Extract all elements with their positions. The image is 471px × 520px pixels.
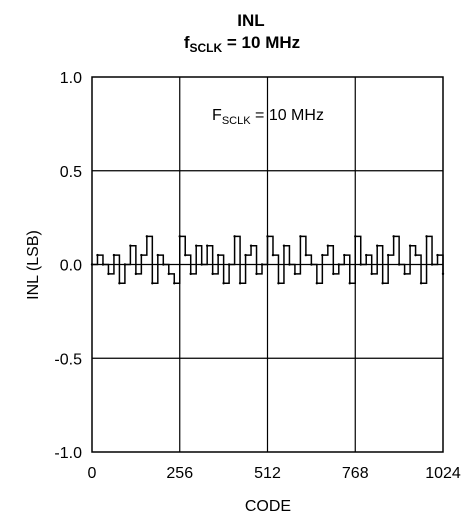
- x-tick-label: 1024: [425, 465, 461, 482]
- inl-data-point: [173, 282, 176, 285]
- inl-data-point: [200, 263, 203, 266]
- annotation-label: FSCLK = 10 MHz: [212, 107, 324, 127]
- inl-data-point: [151, 282, 154, 285]
- inl-data-point: [244, 253, 247, 257]
- inl-data-point: [255, 272, 258, 276]
- inl-data-point: [310, 263, 313, 266]
- annotation-rest: = 10 MHz: [251, 107, 324, 124]
- inl-data-point: [266, 235, 269, 238]
- inl-data-point: [354, 235, 357, 238]
- inl-data-point: [408, 244, 412, 247]
- inl-data-point: [216, 253, 220, 257]
- inl-data-point: [260, 263, 264, 266]
- inl-data-point: [162, 263, 165, 266]
- inl-data-point: [430, 263, 434, 266]
- inl-data-point: [249, 244, 253, 247]
- subtitle-var: f: [184, 33, 190, 52]
- inl-data-point: [222, 282, 225, 285]
- inl-data-point: [370, 272, 373, 276]
- inl-data-point: [140, 253, 143, 257]
- inl-data-point: [211, 272, 214, 276]
- inl-data-point: [337, 263, 340, 266]
- inl-data-point: [397, 263, 401, 266]
- inl-data-point: [326, 244, 330, 247]
- annotation-var: F: [212, 107, 222, 124]
- subtitle-rest: = 10 MHz: [222, 33, 300, 52]
- inl-data-point: [343, 253, 346, 257]
- y-axis-label: INL (LSB): [25, 230, 42, 300]
- inl-data-point: [365, 253, 368, 257]
- inl-data-point: [134, 272, 138, 276]
- grid-lines: [92, 77, 443, 452]
- inl-data-point: [189, 272, 192, 276]
- inl-data-point: [348, 282, 351, 285]
- inl-data-point: [315, 282, 319, 285]
- y-tick-label: 0.0: [60, 258, 82, 275]
- x-tick-label: 0: [88, 465, 97, 482]
- inl-data-point: [227, 263, 231, 266]
- chart-title: INL: [237, 11, 264, 30]
- inl-data-point: [112, 253, 116, 257]
- inl-data-point: [375, 244, 379, 247]
- y-tick-label: 0.5: [60, 164, 82, 181]
- annotation-sub: SCLK: [222, 115, 251, 127]
- inl-data-point: [238, 282, 242, 285]
- inl-data-point: [288, 263, 291, 266]
- x-tick-label: 256: [166, 465, 193, 482]
- y-tick-labels: 1.0 0.5 0.0 -0.5 -1.0: [54, 70, 82, 462]
- x-tick-label: 512: [254, 465, 281, 482]
- inl-data-point: [282, 244, 286, 247]
- inl-data-point: [386, 253, 390, 257]
- inl-data-point: [129, 244, 132, 247]
- inl-data-point: [403, 272, 406, 276]
- inl-data-point: [332, 272, 335, 276]
- inl-data-point: [178, 235, 181, 238]
- x-tick-label: 768: [342, 465, 369, 482]
- x-tick-labels: 0 256 512 768 1024: [88, 465, 461, 482]
- inl-data-point: [304, 253, 308, 257]
- inl-data-point: [107, 272, 110, 276]
- y-tick-label: 1.0: [60, 70, 82, 87]
- chart-subtitle: fSCLK = 10 MHz: [184, 33, 300, 55]
- inl-trace: [90, 235, 445, 285]
- inl-data-point: [381, 282, 384, 285]
- inl-data-point: [205, 244, 209, 247]
- inl-data-point: [392, 235, 395, 238]
- inl-data-point: [101, 263, 105, 266]
- y-tick-label: -1.0: [54, 445, 82, 462]
- inl-data-point: [425, 235, 428, 238]
- inl-data-point: [118, 282, 121, 285]
- inl-data-point: [293, 272, 297, 276]
- inl-data-point: [96, 253, 99, 257]
- inl-data-point: [271, 253, 275, 257]
- x-axis-label: CODE: [245, 498, 291, 515]
- inl-data-point: [277, 282, 280, 285]
- inl-data-point: [184, 253, 187, 257]
- inl-data-point: [436, 253, 439, 257]
- inl-data-point: [145, 235, 149, 238]
- inl-data-point: [233, 235, 236, 238]
- inl-data-point: [321, 253, 324, 257]
- subtitle-sub: SCLK: [190, 41, 223, 55]
- inl-data-point: [123, 263, 127, 266]
- inl-data-point: [299, 235, 302, 238]
- y-tick-label: -0.5: [54, 351, 82, 368]
- inl-data-point: [419, 282, 423, 285]
- inl-data-point: [167, 272, 170, 276]
- plot-frame: [91, 76, 444, 453]
- inl-data-point: [156, 253, 160, 257]
- inl-data-point: [359, 263, 362, 266]
- inl-data-point: [414, 253, 417, 257]
- inl-data-point: [195, 244, 198, 247]
